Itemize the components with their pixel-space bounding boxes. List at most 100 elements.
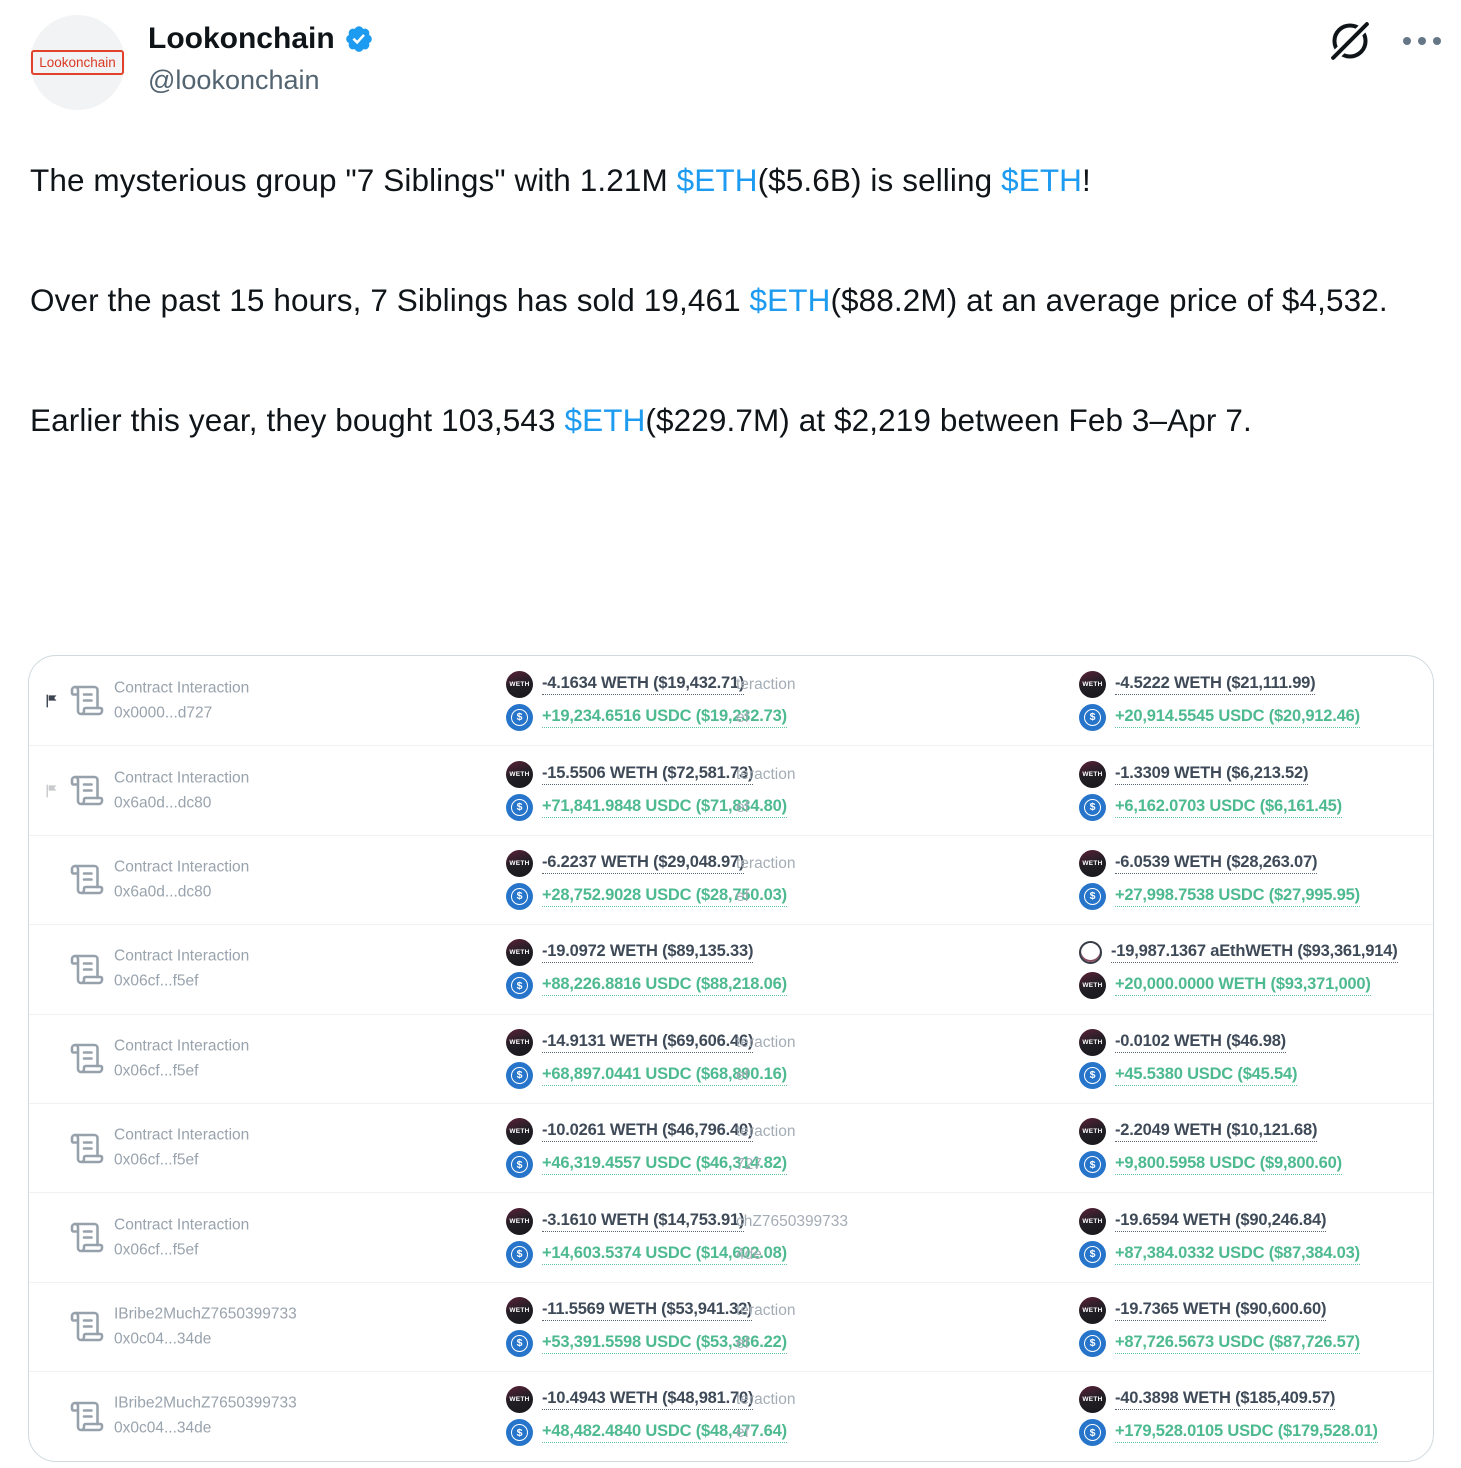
- contract-address[interactable]: 0x0000...d727: [114, 704, 213, 722]
- transaction-row[interactable]: Contract Interaction 0x6a0d...dc80 WETH …: [29, 834, 1433, 924]
- more-options-button[interactable]: [1401, 29, 1443, 53]
- weth-icon: WETH: [506, 1118, 533, 1146]
- token-in-amount[interactable]: +179,528.0105 USDC ($179,528.01): [1115, 1422, 1378, 1444]
- contract-scroll-icon: [70, 1401, 104, 1432]
- flag-icon: [43, 692, 60, 709]
- token-out-amount[interactable]: -6.0539 WETH ($28,263.07): [1115, 853, 1317, 874]
- usdc-icon: $: [506, 1061, 533, 1089]
- dollar-glyph: $: [511, 1424, 528, 1442]
- token-out-amount[interactable]: -2.2049 WETH ($10,121.68): [1115, 1121, 1317, 1143]
- usdc-in-amount[interactable]: +53,391.5598 USDC ($53,386.22): [542, 1333, 787, 1354]
- weth-out-amount[interactable]: -6.2237 WETH ($29,048.97): [542, 853, 744, 874]
- cropped-text-line: teraction: [736, 1123, 796, 1141]
- usdc-in-amount[interactable]: +19,234.6516 USDC ($19,232.73): [542, 707, 787, 728]
- cropped-text-line: teraction: [736, 854, 796, 872]
- flag-icon: [43, 782, 60, 799]
- contract-title: IBribe2MuchZ7650399733: [114, 1394, 297, 1412]
- token-out-amount[interactable]: -19.7365 WETH ($90,600.60): [1115, 1300, 1326, 1321]
- transaction-row[interactable]: Contract Interaction 0x6a0d...dc80 WETH …: [29, 745, 1433, 834]
- cropped-text-line: ef: [736, 1066, 749, 1084]
- contract-address[interactable]: 0x06cf...f5ef: [114, 1241, 199, 1259]
- usdc-in-amount[interactable]: +28,752.9028 USDC ($28,750.03): [542, 886, 787, 907]
- weth-icon: WETH: [506, 939, 533, 967]
- contract-address[interactable]: 0x6a0d...dc80: [114, 794, 212, 812]
- contract-scroll-icon: [70, 954, 104, 985]
- dollar-glyph: $: [1084, 1245, 1101, 1263]
- token-in-amount[interactable]: +6,162.0703 USDC ($6,161.45): [1115, 797, 1342, 818]
- cashtag-link[interactable]: $ETH: [749, 282, 831, 318]
- usdc-icon: $: [1079, 1151, 1106, 1179]
- tweet-paragraph: Earlier this year, they bought 103,543 $…: [30, 390, 1435, 450]
- weth-glyph: WETH: [509, 680, 530, 688]
- contract-address[interactable]: 0x0c04...34de: [114, 1330, 212, 1348]
- grok-icon[interactable]: [1327, 18, 1373, 64]
- cashtag-link[interactable]: $ETH: [564, 402, 646, 438]
- weth-out-amount[interactable]: -15.5506 WETH ($72,581.73): [542, 764, 753, 785]
- transaction-row[interactable]: Contract Interaction 0x0000...d727 WETH …: [29, 656, 1433, 745]
- usdc-icon: $: [506, 793, 533, 821]
- weth-out-amount[interactable]: -19.0972 WETH ($89,135.33): [542, 942, 753, 964]
- handle[interactable]: @lookonchain: [148, 65, 320, 95]
- weth-out-amount[interactable]: -10.4943 WETH ($48,981.70): [542, 1389, 753, 1411]
- cropped-text-line: ef: [736, 798, 749, 816]
- transaction-row[interactable]: IBribe2MuchZ7650399733 0x0c04...34de WET…: [29, 1371, 1433, 1460]
- weth-out-amount[interactable]: -14.9131 WETH ($69,606.46): [542, 1032, 753, 1053]
- cropped-column-text: teraction ef: [736, 1297, 795, 1357]
- usdc-in-amount[interactable]: +68,897.0441 USDC ($68,890.16): [542, 1065, 787, 1086]
- usdc-in-amount[interactable]: +46,319.4557 USDC ($46,314.82): [542, 1154, 787, 1176]
- transaction-row[interactable]: Contract Interaction 0x06cf...f5ef WETH …: [29, 1102, 1433, 1192]
- contract-scroll-icon: [70, 1043, 104, 1074]
- usdc-icon: $: [1079, 1419, 1106, 1447]
- token-in-amount[interactable]: +9,800.5958 USDC ($9,800.60): [1115, 1154, 1342, 1176]
- transaction-row[interactable]: IBribe2MuchZ7650399733 0x0c04...34de WET…: [29, 1281, 1433, 1371]
- weth-icon: WETH: [1079, 849, 1106, 877]
- contract-address[interactable]: 0x06cf...f5ef: [114, 972, 199, 990]
- contract-address[interactable]: 0x6a0d...dc80: [114, 883, 212, 901]
- weth-icon: WETH: [506, 1386, 533, 1414]
- usdc-icon: $: [506, 1329, 533, 1357]
- token-in-amount[interactable]: +20,000.0000 WETH ($93,371,000): [1115, 975, 1371, 997]
- weth-glyph: WETH: [509, 770, 530, 778]
- usdc-icon: $: [506, 1419, 533, 1447]
- ellipsis-dot: [1403, 37, 1411, 45]
- token-in-amount[interactable]: +87,384.0332 USDC ($87,384.03): [1115, 1244, 1360, 1265]
- weth-out-amount[interactable]: -10.0261 WETH ($46,796.40): [542, 1121, 753, 1143]
- avatar[interactable]: Lookonchain: [30, 15, 125, 110]
- tweet-header: Lookonchain Lookonchain @lookonchain: [0, 0, 1461, 130]
- dollar-glyph: $: [511, 1156, 528, 1174]
- weth-glyph: WETH: [1082, 1217, 1103, 1225]
- cashtag-link[interactable]: $ETH: [1001, 162, 1083, 198]
- aethweth-icon: [1079, 941, 1102, 965]
- weth-glyph: WETH: [509, 1038, 530, 1046]
- contract-address[interactable]: 0x06cf...f5ef: [114, 1062, 199, 1080]
- weth-out-amount[interactable]: -11.5569 WETH ($53,941.32): [542, 1300, 753, 1321]
- weth-out-amount[interactable]: -4.1634 WETH ($19,432.71): [542, 674, 744, 695]
- token-in-amount[interactable]: +27,998.7538 USDC ($27,995.95): [1115, 886, 1360, 907]
- usdc-in-amount[interactable]: +14,603.5374 USDC ($14,602.08): [542, 1244, 787, 1265]
- transaction-row[interactable]: Contract Interaction 0x06cf...f5ef WETH …: [29, 1013, 1433, 1103]
- token-out-amount[interactable]: -4.5222 WETH ($21,111.99): [1115, 674, 1316, 695]
- token-out-amount[interactable]: -19.6594 WETH ($90,246.84): [1115, 1211, 1326, 1232]
- transactions-card[interactable]: Contract Interaction 0x0000...d727 WETH …: [28, 655, 1434, 1462]
- usdc-in-amount[interactable]: +88,226.8816 USDC ($88,218.06): [542, 975, 787, 997]
- contract-address[interactable]: 0x06cf...f5ef: [114, 1151, 199, 1169]
- cashtag-link[interactable]: $ETH: [676, 162, 758, 198]
- token-out-amount[interactable]: -19,987.1367 aEthWETH ($93,361,914): [1111, 942, 1398, 964]
- dollar-glyph: $: [1084, 887, 1101, 905]
- token-out-amount[interactable]: -1.3309 WETH ($6,213.52): [1115, 764, 1308, 785]
- token-in-amount[interactable]: +20,914.5545 USDC ($20,912.46): [1115, 707, 1360, 728]
- usdc-icon: $: [1079, 1061, 1106, 1089]
- usdc-in-amount[interactable]: +48,482.4840 USDC ($48,477.64): [542, 1422, 787, 1444]
- contract-address[interactable]: 0x0c04...34de: [114, 1419, 212, 1437]
- weth-glyph: WETH: [1082, 859, 1103, 867]
- weth-icon: WETH: [1079, 670, 1106, 698]
- display-name[interactable]: Lookonchain: [148, 22, 335, 55]
- weth-out-amount[interactable]: -3.1610 WETH ($14,753.91): [542, 1211, 744, 1232]
- token-out-amount[interactable]: -0.0102 WETH ($46.98): [1115, 1032, 1286, 1053]
- token-in-amount[interactable]: +87,726.5673 USDC ($87,726.57): [1115, 1333, 1360, 1354]
- token-out-amount[interactable]: -40.3898 WETH ($185,409.57): [1115, 1389, 1335, 1411]
- usdc-in-amount[interactable]: +71,841.9848 USDC ($71,834.80): [542, 797, 787, 818]
- transaction-row[interactable]: Contract Interaction 0x06cf...f5ef WETH …: [29, 1192, 1433, 1281]
- token-in-amount[interactable]: +45.5380 USDC ($45.54): [1115, 1065, 1297, 1086]
- transaction-row[interactable]: Contract Interaction 0x06cf...f5ef WETH …: [29, 924, 1433, 1013]
